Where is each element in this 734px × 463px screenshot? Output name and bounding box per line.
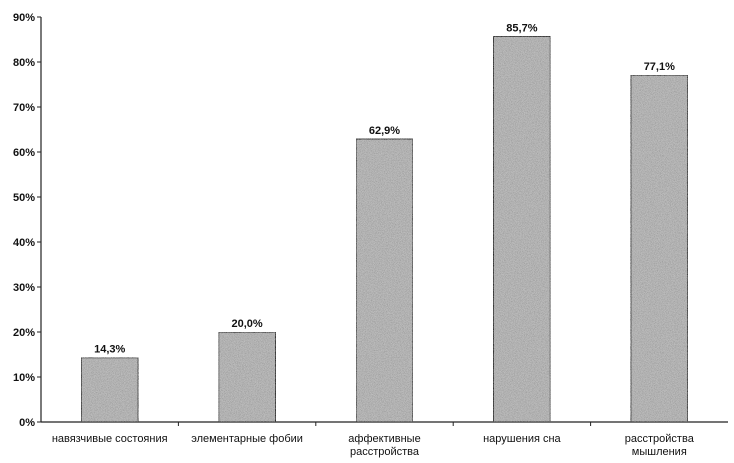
- data-label: 20,0%: [231, 318, 262, 330]
- labels: 14,3% навязчивые состояния 20,0% элементарн…: [52, 22, 695, 458]
- y-tick-label: 70%: [13, 102, 35, 114]
- y-tick-label: 20%: [13, 327, 35, 339]
- x-tick-label: элементарные фобии: [191, 433, 303, 445]
- bar: [80, 357, 139, 423]
- x-tick-label: нарушения сна: [483, 433, 561, 445]
- axes: 0% 10% 20% 30% 40% 50% 60% 70% 80% 90%: [13, 12, 728, 429]
- bar: [218, 331, 277, 423]
- x-tick-label: навязчивые состояния: [52, 433, 168, 445]
- bar: [492, 35, 551, 423]
- y-tick-label: 0%: [19, 417, 35, 429]
- y-tick-label: 90%: [13, 12, 35, 24]
- bar: [630, 74, 689, 423]
- y-tick-label: 50%: [13, 192, 35, 204]
- y-tick-label: 30%: [13, 282, 35, 294]
- y-tick-label: 40%: [13, 237, 35, 249]
- data-label: 85,7%: [506, 22, 537, 34]
- data-label: 62,9%: [369, 125, 400, 137]
- y-tick-label: 80%: [13, 57, 35, 69]
- data-label: 77,1%: [644, 61, 675, 73]
- data-label: 14,3%: [94, 344, 125, 356]
- x-tick-label: аффективные расстройства: [348, 433, 420, 458]
- bar: [355, 138, 414, 423]
- y-tick-label: 60%: [13, 147, 35, 159]
- x-tick-label: расстройства мышления: [625, 433, 695, 458]
- bars: [80, 35, 689, 423]
- y-tick-label: 10%: [13, 372, 35, 384]
